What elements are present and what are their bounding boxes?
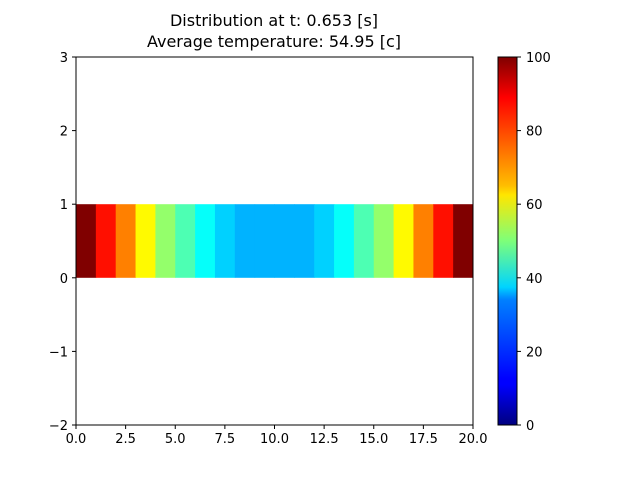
heatmap-cell (115, 204, 137, 278)
y-tick-label: 2 (60, 125, 68, 140)
chart-title-line1: Distribution at t: 0.653 [s] (170, 11, 378, 30)
heatmap-cell (433, 204, 454, 278)
x-tick-label: 5.0 (165, 432, 186, 447)
heatmap-cell (214, 204, 236, 278)
heatmap-cells (76, 204, 474, 278)
heatmap-cell (334, 204, 355, 278)
heatmap-cell (314, 204, 335, 278)
colorbar-tick-label: 80 (526, 125, 543, 140)
y-tick-label: −1 (49, 345, 68, 360)
x-tick-label: 20.0 (459, 432, 488, 447)
colorbar-tick-label: 100 (526, 51, 551, 66)
y-tick-label: 0 (60, 272, 68, 287)
heatmap-cell (453, 204, 474, 278)
heatmap-cell (175, 204, 196, 278)
x-tick-label: 12.5 (310, 432, 339, 447)
colorbar-tick-label: 0 (526, 419, 534, 434)
colorbar-tick-label: 40 (526, 272, 543, 287)
x-tick-label: 2.5 (115, 432, 136, 447)
heatmap-cell (393, 204, 414, 278)
heatmap-cell (155, 204, 176, 278)
heatmap-cell (353, 204, 375, 278)
y-axis: −2 −1 0 1 2 3 (49, 51, 76, 434)
x-tick-label: 0.0 (66, 432, 87, 447)
colorbar-tick-label: 20 (526, 345, 543, 360)
y-tick-label: 1 (60, 198, 68, 213)
x-tick-label: 10.0 (260, 432, 289, 447)
heatmap-cell (254, 204, 275, 278)
y-tick-label: 3 (60, 51, 68, 66)
heatmap-cell (135, 204, 156, 278)
x-tick-label: 15.0 (359, 432, 388, 447)
y-tick-label: −2 (49, 419, 68, 434)
colorbar (497, 56, 518, 426)
colorbar-axis: 0 20 40 60 80 100 (517, 51, 551, 434)
chart-title-line2: Average temperature: 54.95 [c] (147, 32, 401, 51)
x-tick-label: 7.5 (215, 432, 236, 447)
heatmap-cell (76, 204, 97, 278)
heatmap-cell (294, 204, 315, 278)
x-tick-label: 17.5 (409, 432, 438, 447)
heatmap-cell (234, 204, 256, 278)
heatmap-cell (373, 204, 395, 278)
heatmap-cell (195, 204, 216, 278)
colorbar-tick-label: 60 (526, 198, 543, 213)
heatmap-cell (413, 204, 434, 278)
heatmap-cell (95, 204, 117, 278)
x-axis: 0.0 2.5 5.0 7.5 10.0 12.5 15.0 17.5 20.0 (66, 425, 488, 447)
heatmap-cell (274, 204, 295, 278)
